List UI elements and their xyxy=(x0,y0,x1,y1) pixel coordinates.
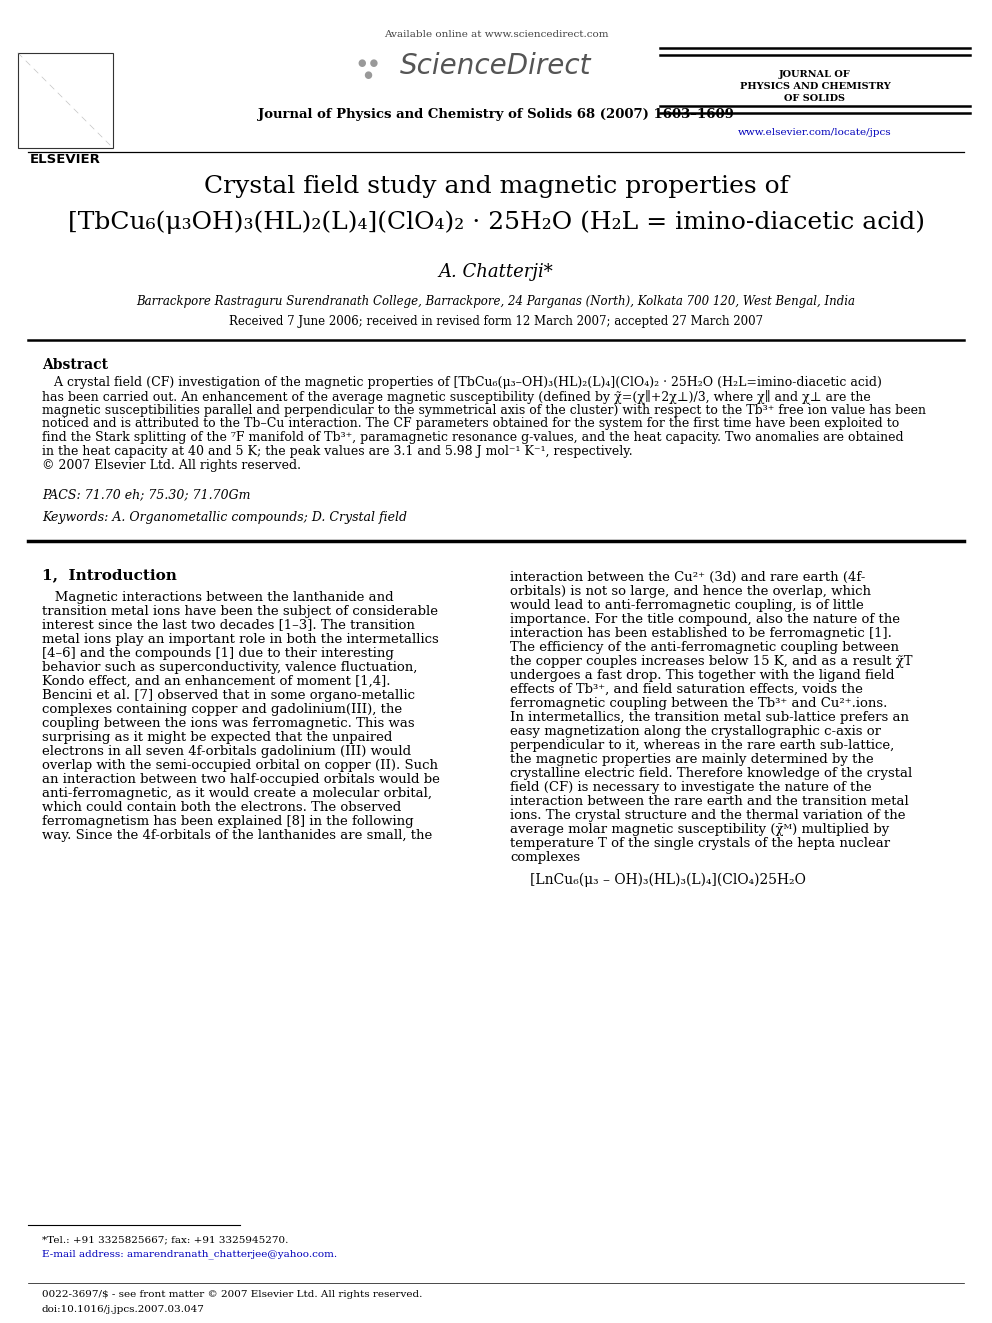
Text: interaction between the rare earth and the transition metal: interaction between the rare earth and t… xyxy=(510,795,909,807)
Text: average molar magnetic susceptibility (χ̄ᴹ) multiplied by: average molar magnetic susceptibility (χ… xyxy=(510,823,889,836)
Text: A. Chatterji*: A. Chatterji* xyxy=(438,263,554,280)
Text: Received 7 June 2006; received in revised form 12 March 2007; accepted 27 March : Received 7 June 2006; received in revise… xyxy=(229,315,763,328)
Text: Barrackpore Rastraguru Surendranath College, Barrackpore, 24 Parganas (North), K: Barrackpore Rastraguru Surendranath Coll… xyxy=(137,295,855,308)
Text: [4–6] and the compounds [1] due to their interesting: [4–6] and the compounds [1] due to their… xyxy=(42,647,394,660)
Text: www.elsevier.com/locate/jpcs: www.elsevier.com/locate/jpcs xyxy=(738,128,892,138)
Text: interest since the last two decades [1–3]. The transition: interest since the last two decades [1–3… xyxy=(42,619,415,631)
Text: which could contain both the electrons. The observed: which could contain both the electrons. … xyxy=(42,800,401,814)
Text: Crystal field study and magnetic properties of: Crystal field study and magnetic propert… xyxy=(203,175,789,198)
Text: importance. For the title compound, also the nature of the: importance. For the title compound, also… xyxy=(510,613,900,626)
Text: find the Stark splitting of the ⁷F manifold of Tb³⁺, paramagnetic resonance g-va: find the Stark splitting of the ⁷F manif… xyxy=(42,431,904,445)
Text: ScienceDirect: ScienceDirect xyxy=(400,52,592,79)
Text: the magnetic properties are mainly determined by the: the magnetic properties are mainly deter… xyxy=(510,753,874,766)
Text: E-mail address: amarendranath_chatterjee@yahoo.com.: E-mail address: amarendranath_chatterjee… xyxy=(42,1249,337,1258)
Text: overlap with the semi-occupied orbital on copper (II). Such: overlap with the semi-occupied orbital o… xyxy=(42,758,438,771)
Text: temperature T of the single crystals of the hepta nuclear: temperature T of the single crystals of … xyxy=(510,836,890,849)
Text: doi:10.1016/j.jpcs.2007.03.047: doi:10.1016/j.jpcs.2007.03.047 xyxy=(42,1304,205,1314)
Text: [TbCu₆(μ₃OH)₃(HL)₂(L)₄](ClO₄)₂ · 25H₂O (H₂L = imino-diacetic acid): [TbCu₆(μ₃OH)₃(HL)₂(L)₄](ClO₄)₂ · 25H₂O (… xyxy=(67,210,925,234)
Text: the copper couples increases below 15 K, and as a result χ̃T: the copper couples increases below 15 K,… xyxy=(510,655,913,668)
Text: easy magnetization along the crystallographic c-axis or: easy magnetization along the crystallogr… xyxy=(510,725,881,738)
Text: The efficiency of the anti-ferromagnetic coupling between: The efficiency of the anti-ferromagnetic… xyxy=(510,640,899,654)
Text: field (CF) is necessary to investigate the nature of the: field (CF) is necessary to investigate t… xyxy=(510,781,872,794)
Text: undergoes a fast drop. This together with the ligand field: undergoes a fast drop. This together wit… xyxy=(510,668,895,681)
Text: 0022-3697/$ - see front matter © 2007 Elsevier Ltd. All rights reserved.: 0022-3697/$ - see front matter © 2007 El… xyxy=(42,1290,423,1299)
Text: perpendicular to it, whereas in the rare earth sub-lattice,: perpendicular to it, whereas in the rare… xyxy=(510,738,894,751)
Text: an interaction between two half-occupied orbitals would be: an interaction between two half-occupied… xyxy=(42,773,439,786)
Text: ions. The crystal structure and the thermal variation of the: ions. The crystal structure and the ther… xyxy=(510,808,906,822)
Text: electrons in all seven 4f-orbitals gadolinium (III) would: electrons in all seven 4f-orbitals gadol… xyxy=(42,745,411,758)
Text: In intermetallics, the transition metal sub-lattice prefers an: In intermetallics, the transition metal … xyxy=(510,710,909,724)
Text: interaction has been established to be ferromagnetic [1].: interaction has been established to be f… xyxy=(510,627,892,639)
Text: [LnCu₆(μ₃ – OH)₃(HL)₃(L)₄](ClO₄)25H₂O: [LnCu₆(μ₃ – OH)₃(HL)₃(L)₄](ClO₄)25H₂O xyxy=(530,873,806,886)
Text: would lead to anti-ferromagnetic coupling, is of little: would lead to anti-ferromagnetic couplin… xyxy=(510,598,864,611)
Text: ferromagnetism has been explained [8] in the following: ferromagnetism has been explained [8] in… xyxy=(42,815,414,828)
Text: Bencini et al. [7] observed that in some organo-metallic: Bencini et al. [7] observed that in some… xyxy=(42,688,415,701)
Text: behavior such as superconductivity, valence fluctuation,: behavior such as superconductivity, vale… xyxy=(42,660,418,673)
Text: complexes containing copper and gadolinium(III), the: complexes containing copper and gadolini… xyxy=(42,703,402,716)
Text: coupling between the ions was ferromagnetic. This was: coupling between the ions was ferromagne… xyxy=(42,717,415,729)
Text: magnetic susceptibilities parallel and perpendicular to the symmetrical axis of : magnetic susceptibilities parallel and p… xyxy=(42,404,926,417)
Text: orbitals) is not so large, and hence the overlap, which: orbitals) is not so large, and hence the… xyxy=(510,585,871,598)
Text: crystalline electric field. Therefore knowledge of the crystal: crystalline electric field. Therefore kn… xyxy=(510,766,913,779)
Text: anti-ferromagnetic, as it would create a molecular orbital,: anti-ferromagnetic, as it would create a… xyxy=(42,787,432,799)
Text: 1,  Introduction: 1, Introduction xyxy=(42,569,177,582)
Text: Abstract: Abstract xyxy=(42,359,108,372)
Text: effects of Tb³⁺, and field saturation effects, voids the: effects of Tb³⁺, and field saturation ef… xyxy=(510,683,863,696)
Bar xyxy=(18,53,113,148)
Text: JOURNAL OF: JOURNAL OF xyxy=(779,70,851,79)
Text: Keywords: A. Organometallic compounds; D. Crystal field: Keywords: A. Organometallic compounds; D… xyxy=(42,511,407,524)
Text: OF SOLIDS: OF SOLIDS xyxy=(785,94,845,103)
Text: transition metal ions have been the subject of considerable: transition metal ions have been the subj… xyxy=(42,605,438,618)
Text: Available online at www.sciencedirect.com: Available online at www.sciencedirect.co… xyxy=(384,30,608,38)
Text: ● ●
  ●: ● ● ● xyxy=(358,58,378,79)
Text: © 2007 Elsevier Ltd. All rights reserved.: © 2007 Elsevier Ltd. All rights reserved… xyxy=(42,459,301,472)
Text: Kondo effect, and an enhancement of moment [1,4].: Kondo effect, and an enhancement of mome… xyxy=(42,675,391,688)
Text: has been carried out. An enhancement of the average magnetic susceptibility (def: has been carried out. An enhancement of … xyxy=(42,390,871,404)
Text: ferromagnetic coupling between the Tb³⁺ and Cu²⁺.ions.: ferromagnetic coupling between the Tb³⁺ … xyxy=(510,697,888,709)
Text: way. Since the 4f-orbitals of the lanthanides are small, the: way. Since the 4f-orbitals of the lantha… xyxy=(42,828,433,841)
Text: in the heat capacity at 40 and 5 K; the peak values are 3.1 and 5.98 J mol⁻¹ K⁻¹: in the heat capacity at 40 and 5 K; the … xyxy=(42,445,633,458)
Text: PACS: 71.70 eh; 75.30; 71.70Gm: PACS: 71.70 eh; 75.30; 71.70Gm xyxy=(42,488,251,501)
Text: noticed and is attributed to the Tb–Cu interaction. The CF parameters obtained f: noticed and is attributed to the Tb–Cu i… xyxy=(42,417,900,430)
Text: complexes: complexes xyxy=(510,851,580,864)
Text: PHYSICS AND CHEMISTRY: PHYSICS AND CHEMISTRY xyxy=(740,82,891,91)
Text: metal ions play an important role in both the intermetallics: metal ions play an important role in bot… xyxy=(42,632,438,646)
Text: *Tel.: +91 3325825667; fax: +91 3325945270.: *Tel.: +91 3325825667; fax: +91 33259452… xyxy=(42,1234,289,1244)
Text: Magnetic interactions between the lanthanide and: Magnetic interactions between the lantha… xyxy=(42,590,394,603)
Text: surprising as it might be expected that the unpaired: surprising as it might be expected that … xyxy=(42,730,393,744)
Text: Journal of Physics and Chemistry of Solids 68 (2007) 1603–1609: Journal of Physics and Chemistry of Soli… xyxy=(258,108,734,120)
Text: A crystal field (CF) investigation of the magnetic properties of [TbCu₆(μ₃–OH)₃(: A crystal field (CF) investigation of th… xyxy=(42,376,882,389)
Text: interaction between the Cu²⁺ (3d) and rare earth (4f-: interaction between the Cu²⁺ (3d) and ra… xyxy=(510,570,865,583)
Text: ELSEVIER: ELSEVIER xyxy=(30,153,100,165)
